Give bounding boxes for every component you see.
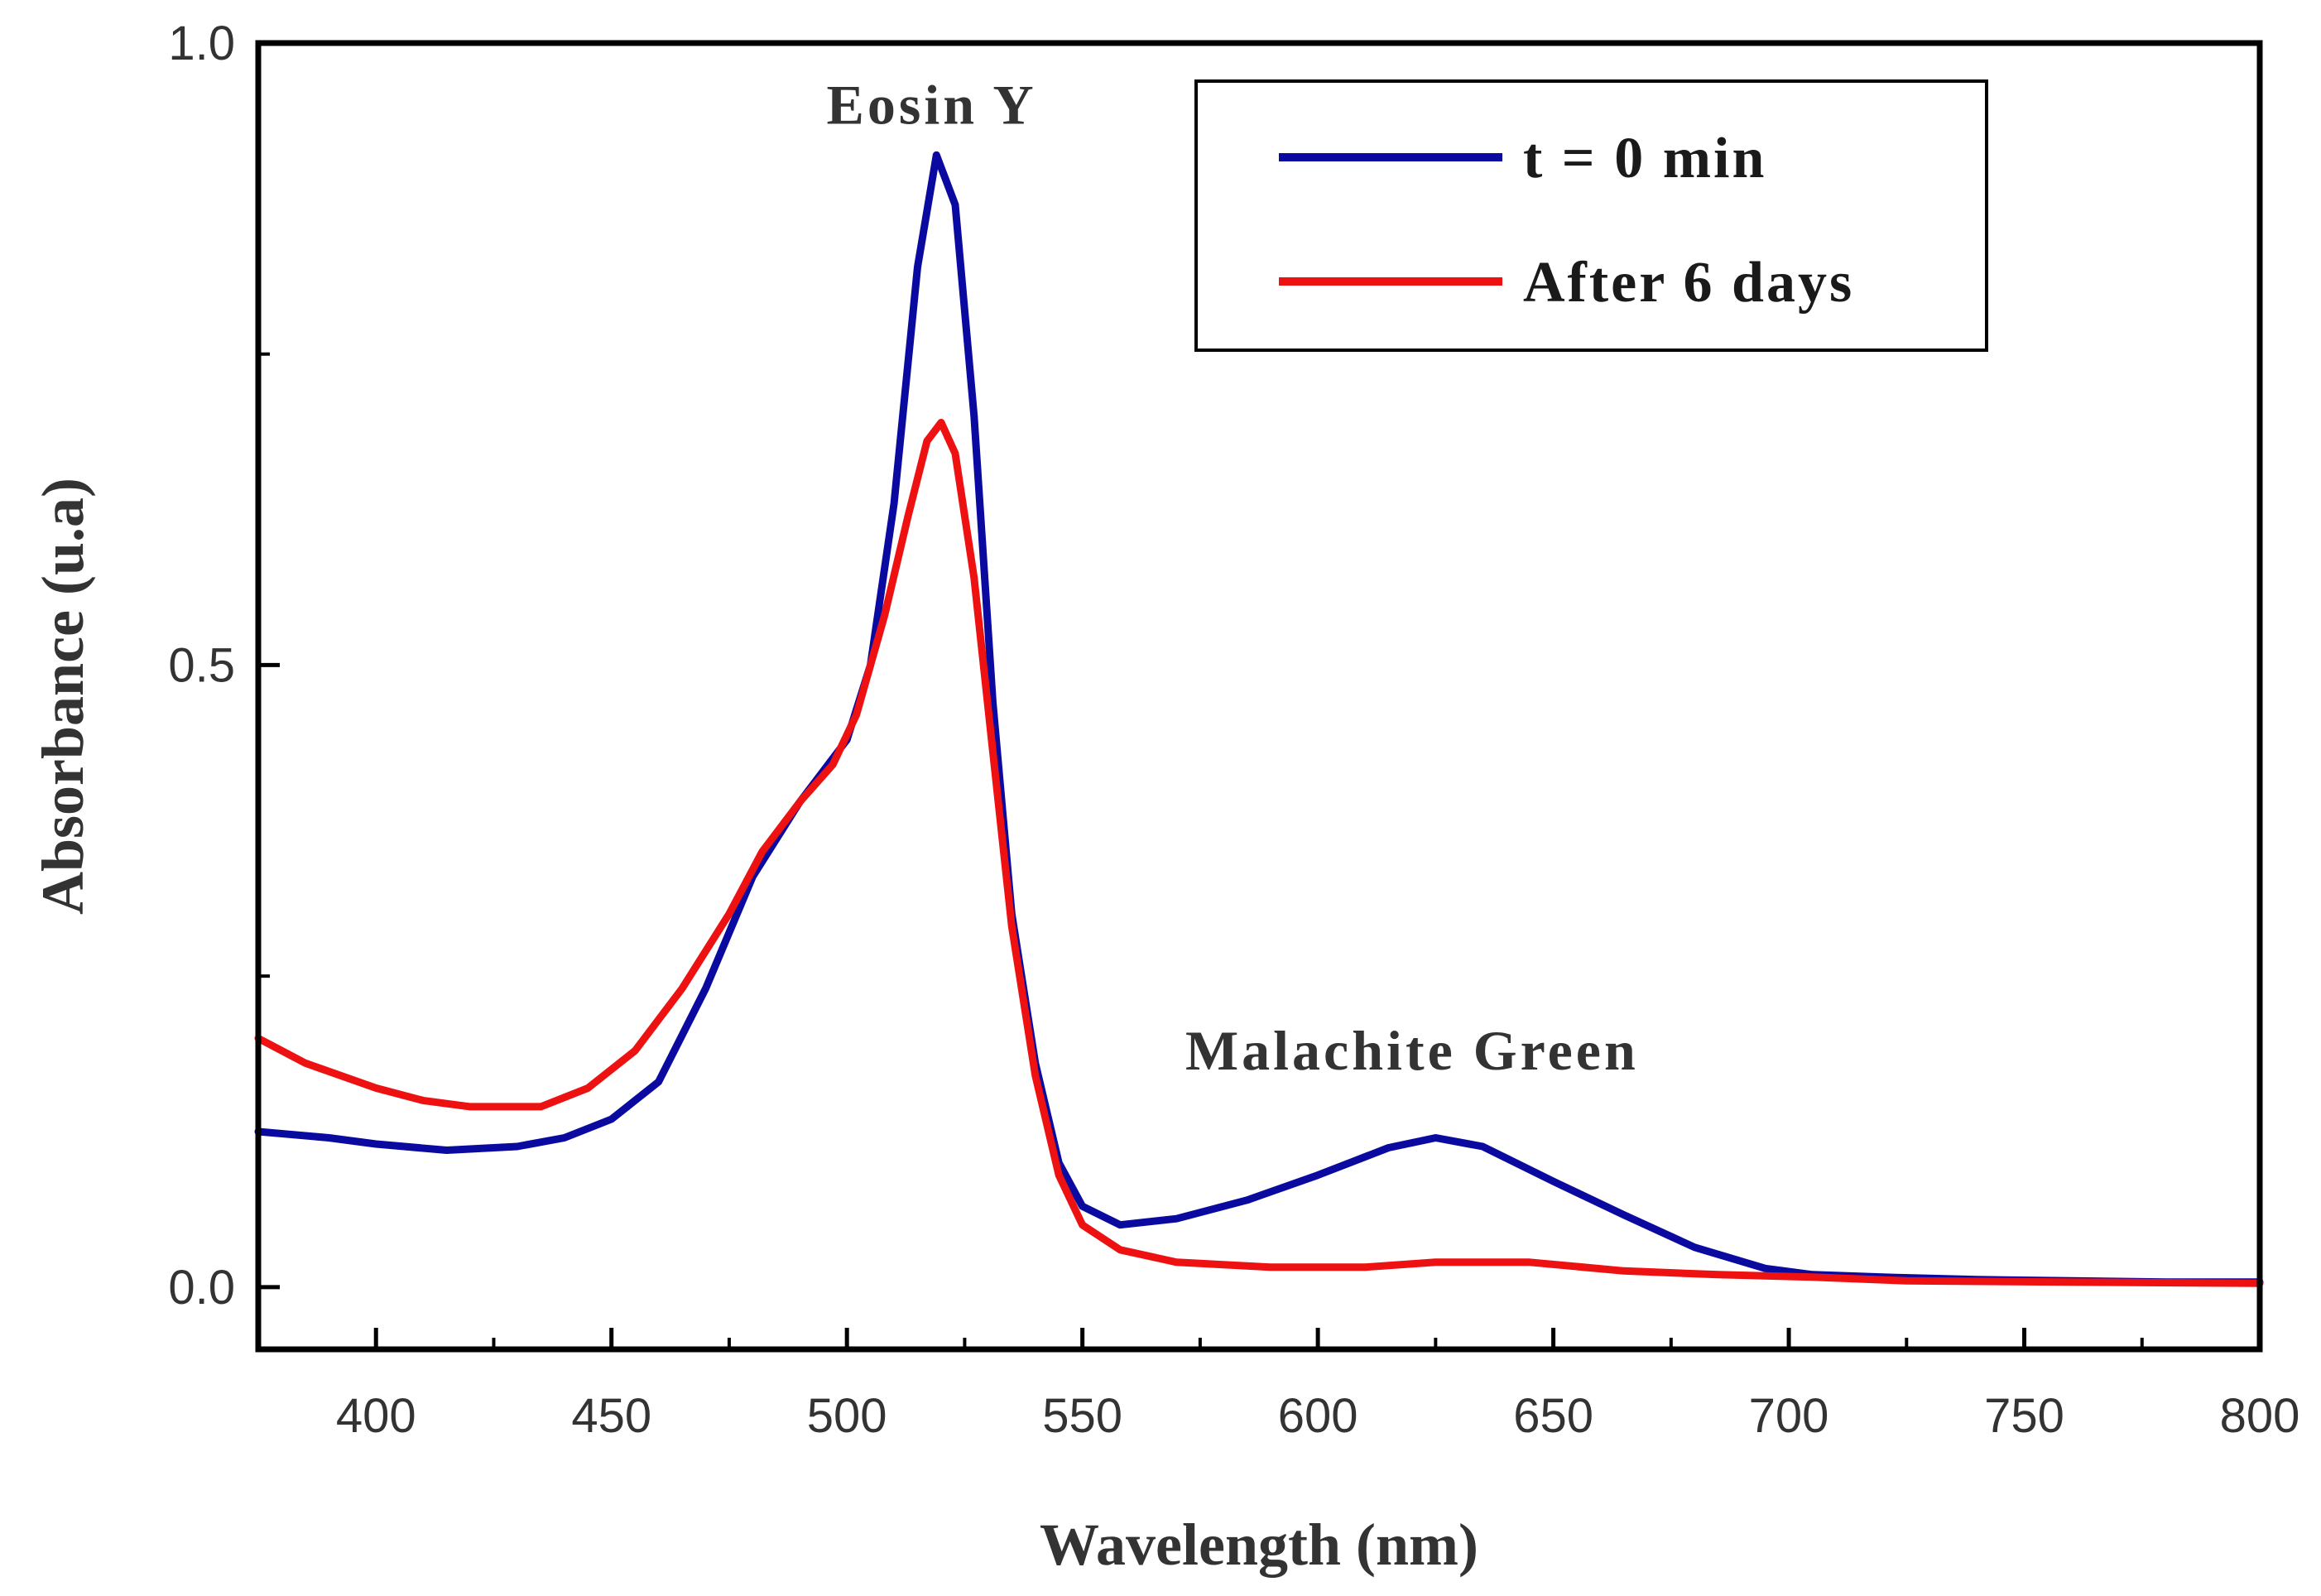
- y-tick-label: 0.5: [168, 638, 235, 692]
- x-tick-label: 400: [336, 1389, 416, 1443]
- x-tick-label: 750: [1984, 1389, 2064, 1443]
- x-tick-label: 450: [571, 1389, 651, 1443]
- y-tick-label: 0.0: [168, 1261, 235, 1315]
- legend: t = 0 min After 6 days: [1194, 79, 1988, 352]
- x-tick-label: 600: [1278, 1389, 1358, 1443]
- y-axis-title: Absorbance (u.a): [30, 478, 96, 915]
- series-layer: [254, 151, 2264, 1287]
- y-tick-label: 1.0: [168, 17, 235, 70]
- legend-box: [1194, 79, 1988, 352]
- series-line-after-6-days: [254, 418, 2264, 1287]
- annotation-layer: Eosin Y Malachite Green: [827, 74, 1639, 1082]
- x-tick-label: 700: [1749, 1389, 1829, 1443]
- x-axis-title: Wavelength (nm): [1040, 1512, 1478, 1578]
- annotation-label: Malachite Green: [1185, 1019, 1639, 1082]
- x-tick-label: 800: [2220, 1389, 2300, 1443]
- ticks-layer: 400 450 500 550 600 650 700 750 800 0.0 0.5 1.0: [168, 17, 2299, 1443]
- annotation-label: Eosin Y: [827, 74, 1037, 137]
- legend-label: After 6 days: [1523, 251, 1854, 315]
- x-tick-label: 500: [807, 1389, 887, 1443]
- plot-frame: [255, 40, 2263, 1353]
- legend-label: t = 0 min: [1523, 127, 1766, 190]
- x-tick-label: 550: [1042, 1389, 1122, 1443]
- x-tick-label: 650: [1513, 1389, 1593, 1443]
